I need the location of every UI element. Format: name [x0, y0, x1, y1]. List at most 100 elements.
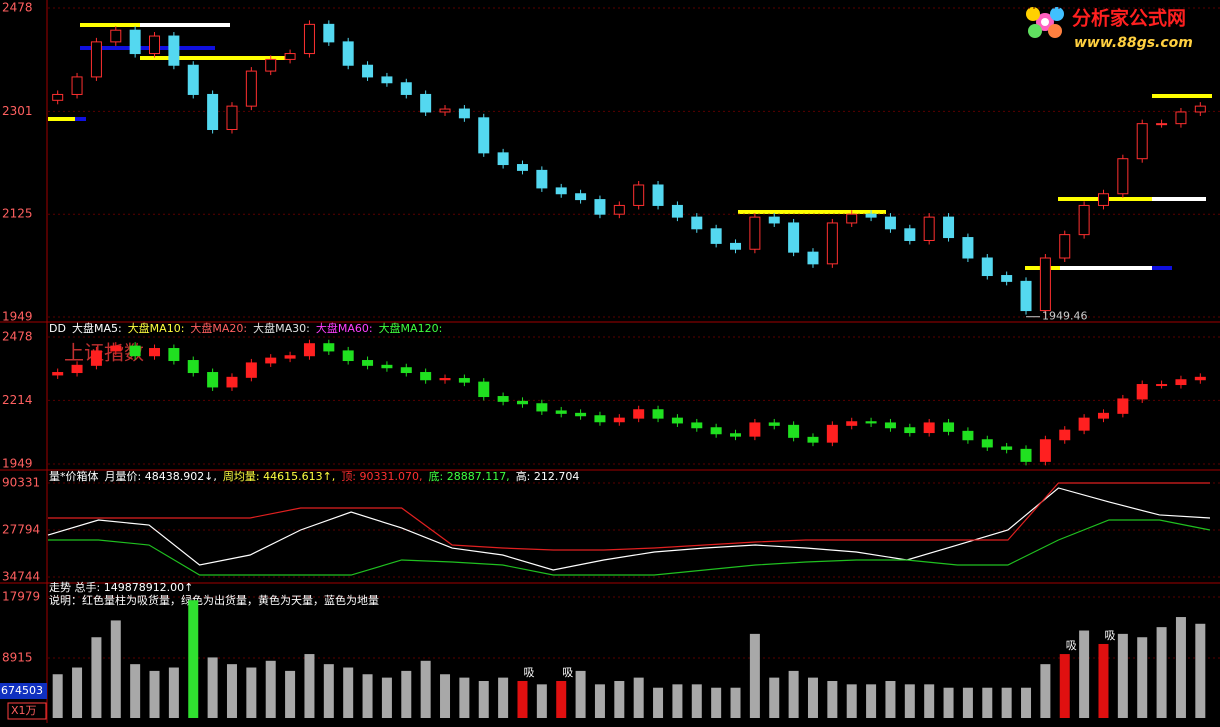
- volume-bar: [943, 687, 954, 718]
- volume-bar: [149, 670, 160, 718]
- candle: [265, 58, 277, 72]
- candle: [71, 364, 83, 374]
- volume-bar: [498, 677, 509, 718]
- volume-bar: [962, 687, 973, 718]
- candle: [342, 41, 354, 66]
- volume-bar: [691, 684, 702, 718]
- candle: [303, 343, 315, 357]
- y-tick-label: 2214: [2, 393, 33, 407]
- volume-bar: [711, 687, 722, 718]
- candle: [710, 228, 722, 244]
- panel-header: DD: [49, 322, 66, 335]
- volume-bar: [1117, 633, 1128, 718]
- candle: [923, 216, 935, 241]
- candle: [168, 35, 180, 66]
- candle: [1059, 234, 1071, 259]
- candle: [633, 184, 645, 206]
- panel-header: 周均量: 44615.613↑,: [223, 470, 335, 483]
- candle: [362, 64, 374, 78]
- candle: [149, 35, 161, 55]
- candle: [381, 76, 393, 84]
- candle: [943, 422, 955, 432]
- volume-bar: [343, 667, 354, 718]
- volume-bar: [285, 670, 296, 718]
- candle: [710, 427, 722, 435]
- candle: [187, 64, 199, 95]
- candle: [1136, 123, 1148, 160]
- y-tick-label: 2125: [2, 207, 33, 221]
- scale-box: [7, 702, 47, 720]
- candle: [187, 360, 199, 374]
- candle: [420, 93, 432, 113]
- candle: [962, 430, 974, 441]
- volume-bar: [323, 664, 334, 718]
- level-lines: [48, 23, 1212, 270]
- candle: [516, 400, 528, 405]
- candle: [884, 216, 896, 230]
- candle: [226, 105, 238, 130]
- candle: [865, 213, 877, 218]
- candle: [303, 23, 315, 55]
- candle: [613, 204, 625, 215]
- volume-bar: [1059, 654, 1070, 718]
- volume-bar: [1079, 630, 1090, 718]
- candle: [1039, 439, 1051, 462]
- candle: [497, 152, 509, 166]
- y-tick-label: 27794: [2, 522, 40, 536]
- volume-bar: [440, 674, 451, 718]
- annotation: 1949.46: [1042, 310, 1088, 323]
- y-tick-label: 90331: [2, 476, 40, 490]
- volume-bar: [188, 600, 199, 718]
- candle: [575, 193, 587, 201]
- candle: [768, 216, 780, 224]
- candle: [342, 350, 354, 362]
- candle: [904, 427, 916, 434]
- candle: [439, 108, 451, 113]
- candle: [439, 378, 451, 381]
- candle: [1117, 398, 1129, 414]
- volume-bar: [633, 677, 644, 718]
- candle: [381, 364, 393, 369]
- candle: [652, 184, 664, 206]
- candle: [730, 242, 742, 250]
- scale-label: X1万: [11, 704, 37, 717]
- panel-header: 大盘MA120:: [379, 321, 443, 335]
- volume-bar: [594, 684, 605, 718]
- series-line: [48, 482, 1210, 551]
- candle: [671, 417, 683, 424]
- series-line: [48, 519, 1211, 576]
- candle: [458, 378, 470, 383]
- y-tick-label: 2478: [2, 330, 33, 344]
- candle: [807, 436, 819, 443]
- logo: 分析家公式网 www.88gs.com: [1026, 7, 1193, 51]
- candle: [1175, 379, 1187, 386]
- candle: [1039, 257, 1051, 312]
- volume-bar: [265, 660, 276, 718]
- candle: [110, 29, 122, 43]
- marker-label: 吸: [1104, 629, 1115, 642]
- candle: [71, 76, 83, 95]
- y-tick-label: 1949: [2, 310, 33, 324]
- candle: [1059, 429, 1071, 441]
- candle: [52, 93, 64, 101]
- volume-bar: [72, 667, 83, 718]
- candle: [613, 417, 625, 423]
- candle: [749, 422, 761, 437]
- volume-bar: [614, 680, 625, 718]
- candle: [362, 360, 374, 366]
- candle: [807, 251, 819, 265]
- candle: [536, 403, 548, 412]
- panel-header: 说明：红色量柱为吸货量，绿色为出货量，黄色为天量，蓝色为地量: [49, 593, 379, 607]
- volume-bar: [904, 684, 915, 718]
- y-tick-label: 2301: [2, 104, 33, 118]
- candle: [1097, 412, 1109, 419]
- volume-bar: [788, 670, 799, 718]
- volume-bar: [110, 620, 121, 718]
- marker-label: 吸: [523, 666, 534, 679]
- candle: [594, 415, 606, 423]
- candle: [207, 93, 219, 130]
- candle: [1001, 446, 1013, 450]
- panel-header: 走势 总手: 149878912.00↑: [49, 580, 193, 594]
- candle: [516, 164, 528, 171]
